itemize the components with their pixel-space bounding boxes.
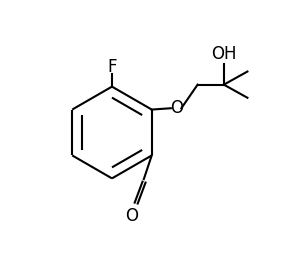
Text: O: O: [170, 99, 183, 117]
Text: OH: OH: [211, 46, 237, 64]
Text: O: O: [126, 207, 139, 225]
Text: F: F: [107, 58, 117, 76]
